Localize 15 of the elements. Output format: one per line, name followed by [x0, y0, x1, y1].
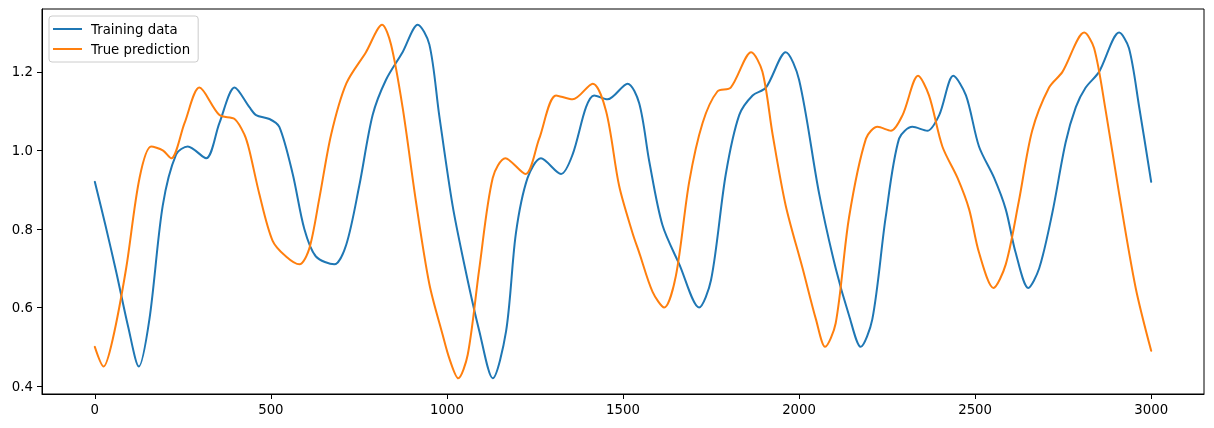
y-tick-label: 0.6 — [11, 300, 33, 316]
y-tick-label: 1.2 — [11, 64, 33, 80]
y-tick-label: 0.4 — [11, 378, 33, 394]
legend-label: True prediction — [90, 41, 191, 57]
x-tick-label: 3000 — [1134, 402, 1169, 417]
x-tick-label: 1000 — [430, 402, 464, 417]
x-tick-label: 1500 — [606, 402, 640, 417]
line-series — [93, 23, 1153, 380]
x-tick-label: 2000 — [782, 402, 816, 417]
legend-label: Training data — [90, 21, 178, 37]
x-tick-label: 2500 — [958, 402, 993, 417]
y-tick-label: 0.8 — [11, 221, 33, 237]
x-tick-label: 0 — [90, 402, 100, 417]
x-tick-label: 500 — [258, 402, 284, 417]
y-tick-label: 1.0 — [11, 142, 33, 158]
